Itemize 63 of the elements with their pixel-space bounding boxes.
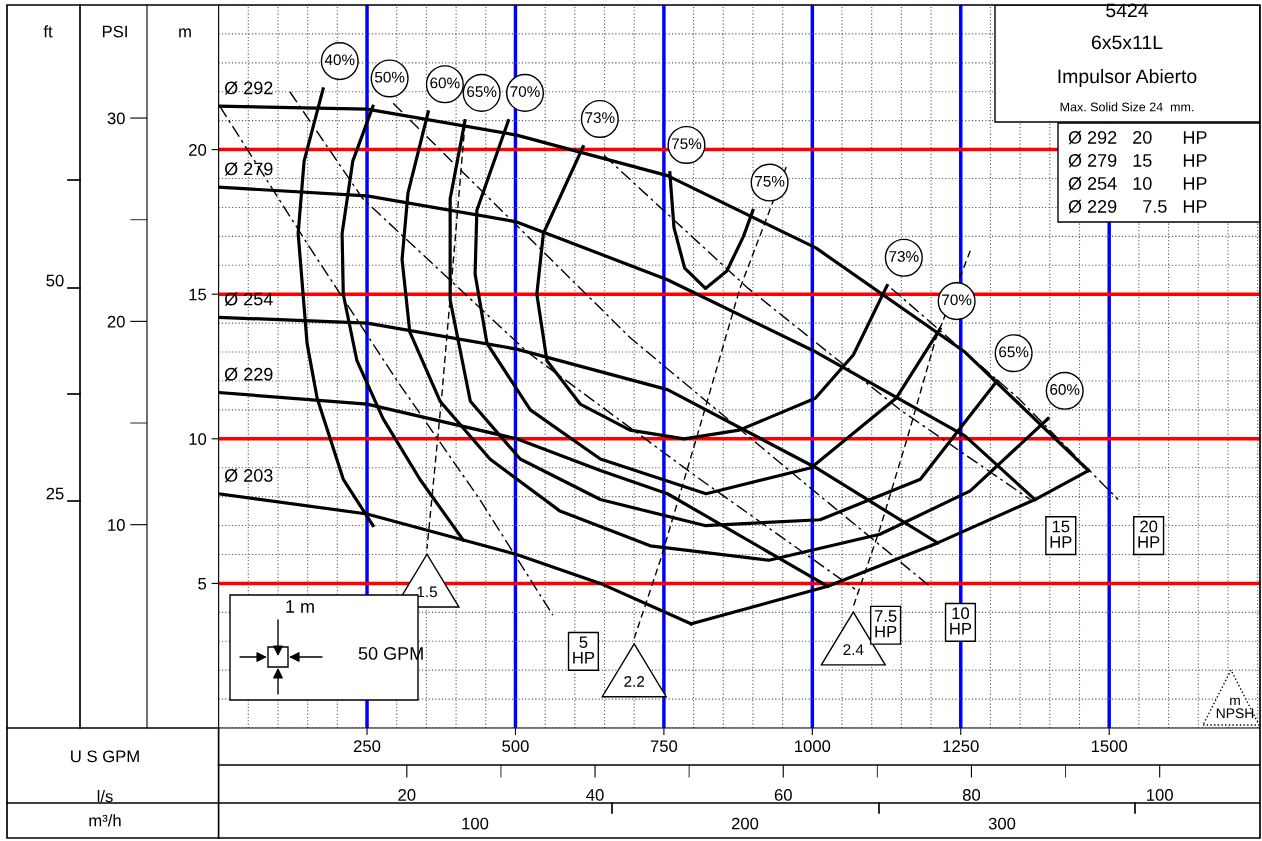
text: 100 <box>462 817 489 830</box>
annotation: Ø 279 15 HP <box>1068 153 1207 168</box>
x-tick-label: 250 <box>353 740 381 753</box>
annotation: Ø 254 10 HP <box>1068 176 1207 191</box>
x2-axis-title: l/s <box>97 790 113 803</box>
y2-tick-label: 10 <box>108 519 125 531</box>
text: 50 <box>46 274 64 287</box>
x-tick-label: 1500 <box>1091 740 1128 753</box>
y-tick-label: 20 <box>189 144 207 156</box>
x-tick-label: 750 <box>650 740 678 753</box>
series-label: 10 HP <box>950 607 972 635</box>
text: 200 <box>731 817 759 830</box>
series-label: 50% <box>374 71 405 83</box>
series-label: 15 HP <box>1050 520 1072 548</box>
annotation: Max. Solid Size 24 mm. <box>1060 102 1194 112</box>
y-tick-label: 15 <box>189 288 207 301</box>
text: 73% <box>585 112 615 124</box>
y-tick-label: 10 <box>189 433 207 445</box>
text: 70% <box>510 86 540 97</box>
y2-axis-title: PSI <box>102 25 127 38</box>
x-axis-title: U S GPM <box>71 750 139 763</box>
text: m³/h <box>89 814 121 827</box>
y-axis-title: m <box>179 28 191 38</box>
series-label: 73% <box>889 251 919 262</box>
series-label: 5 HP <box>573 636 595 664</box>
text: 300 <box>988 817 1016 830</box>
text: 2.2 <box>624 676 645 687</box>
text: 2.4 <box>843 644 864 655</box>
series-label: Ø 292 <box>224 81 273 95</box>
series-label: 60% <box>430 77 460 89</box>
text: 1.5 <box>417 586 437 598</box>
text: 75% <box>671 138 702 150</box>
annotation: Ø 229 7.5 HP <box>1068 199 1207 214</box>
series-label: 7.5 HP <box>874 610 897 638</box>
x-tick-label: 1250 <box>943 740 979 753</box>
series-label: 75% <box>755 175 785 187</box>
series-label: 70% <box>942 294 972 306</box>
x2-tick-label: 60 <box>774 789 792 801</box>
y2-tick-label: 30 <box>107 112 125 125</box>
annotation: 1 m <box>286 600 314 613</box>
series-label: Ø 203 <box>224 468 273 483</box>
x2-tick-label: 80 <box>962 789 981 801</box>
text: 60% <box>1050 384 1080 395</box>
y2-tick-label: 20 <box>107 315 125 328</box>
text: 6x5x11L <box>1091 35 1163 50</box>
x-tick-label: 500 <box>502 740 529 753</box>
annotation: Impulsor Abierto <box>1058 68 1197 88</box>
chart-title: 5424 <box>1106 3 1149 18</box>
series-label: 40% <box>324 54 355 66</box>
text: ft <box>43 25 53 38</box>
annotation: Ø 292 20 HP <box>1068 130 1207 145</box>
text: 25 <box>46 487 64 500</box>
text: 65% <box>999 346 1029 358</box>
x2-tick-label: 20 <box>398 789 416 801</box>
annotation: m NPSH <box>1216 697 1254 719</box>
y-tick-label: 5 <box>198 577 207 590</box>
series-label: Ø 254 <box>224 292 273 306</box>
x2-tick-label: 100 <box>1147 789 1173 801</box>
x2-tick-label: 40 <box>586 789 604 801</box>
series-label: 65% <box>467 86 497 97</box>
series-label: 20 HP <box>1138 520 1160 548</box>
x-tick-label: 1000 <box>795 740 831 753</box>
series-label: Ø 229 <box>224 367 273 381</box>
